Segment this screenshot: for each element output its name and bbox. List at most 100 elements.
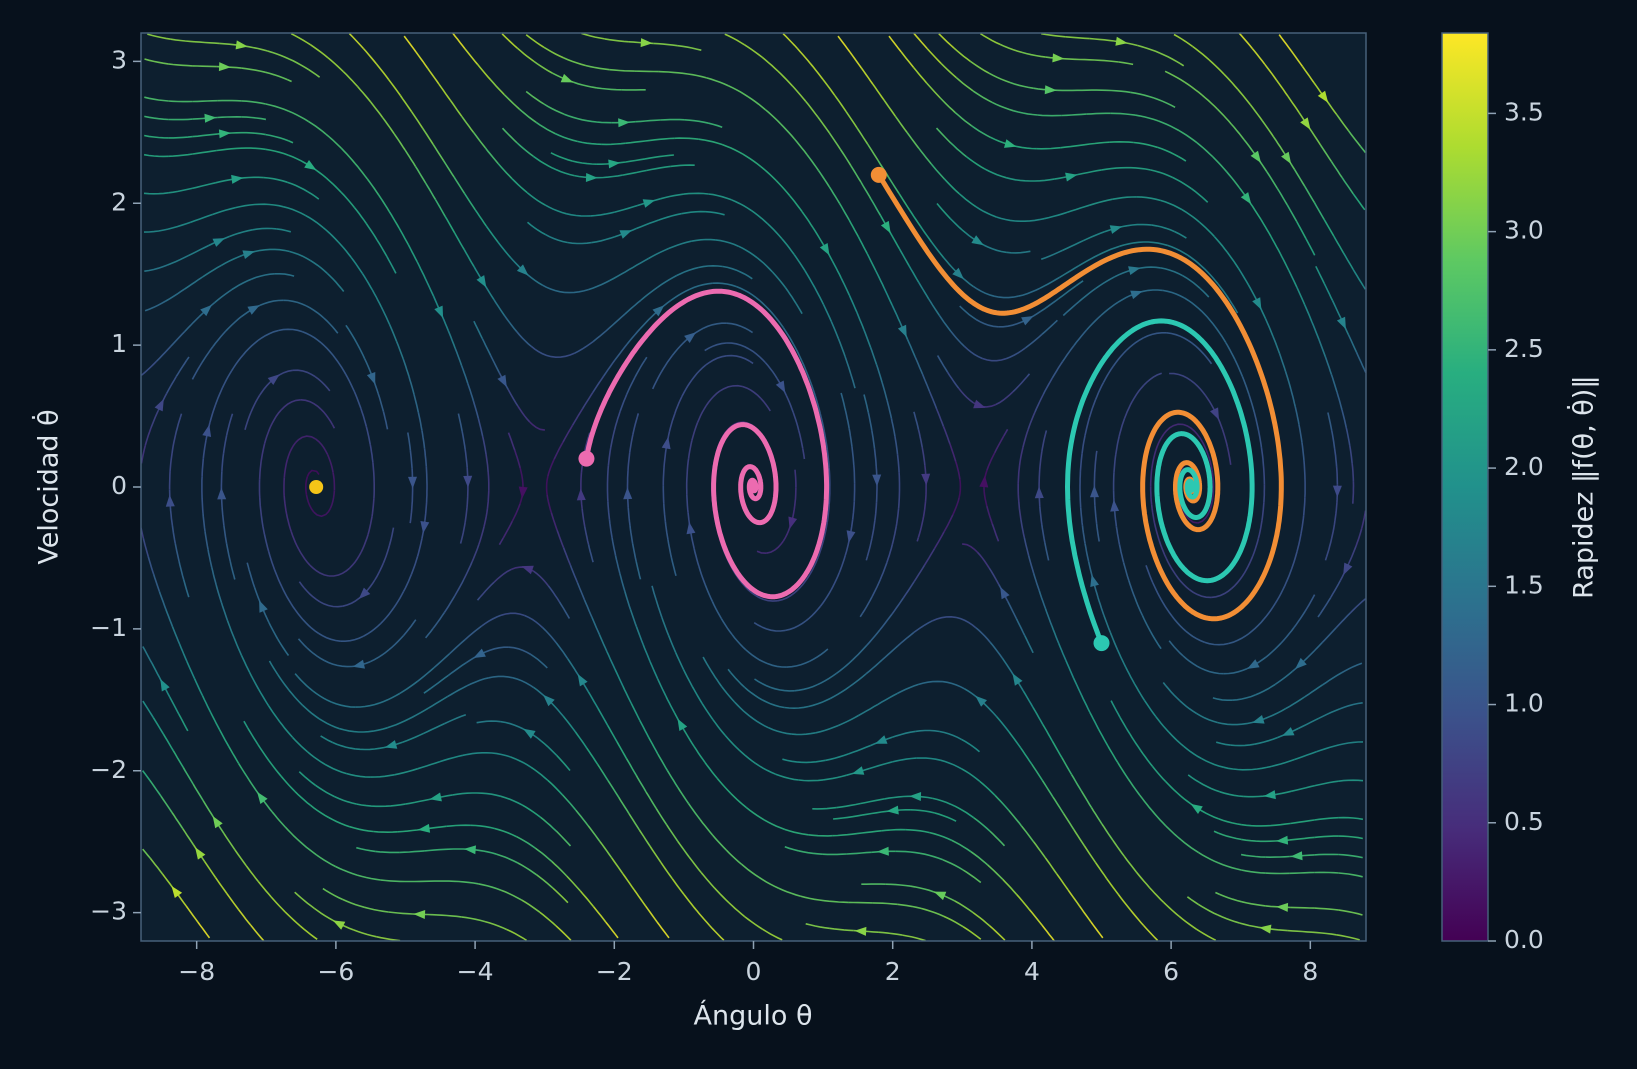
streamline-segment — [1325, 538, 1333, 557]
streamline-segment — [883, 99, 897, 117]
streamline-segment — [667, 539, 673, 559]
streamline-segment — [449, 638, 466, 655]
streamline-segment — [290, 531, 300, 550]
streamline-segment — [1097, 245, 1120, 256]
streamline-segment — [738, 749, 757, 765]
streamline-segment — [1160, 267, 1184, 277]
streamline-segment — [793, 138, 808, 155]
streamline-segment — [1090, 807, 1103, 825]
streamline-segment — [661, 617, 670, 636]
streamline-segment — [410, 111, 424, 129]
streamline-segment — [1030, 178, 1055, 182]
streamline — [143, 174, 320, 200]
streamline-segment — [1260, 447, 1265, 467]
streamline-segment — [837, 814, 863, 820]
streamline-segment — [1241, 869, 1266, 874]
streamline-segment — [872, 902, 898, 906]
colorbar-tick-label: 1.5 — [1504, 570, 1544, 599]
streamline — [1169, 372, 1232, 465]
streamline-segment — [452, 792, 477, 796]
streamline-segment — [943, 514, 954, 533]
streamline-segment — [281, 586, 292, 605]
streamline-segment — [736, 285, 757, 299]
streamline-segment — [995, 715, 1010, 733]
streamline-segment — [955, 616, 977, 629]
streamline-segment — [550, 152, 573, 162]
streamline-segment — [808, 834, 833, 837]
streamline-segment — [237, 909, 252, 926]
streamline-segment — [686, 494, 689, 513]
streamline-segment — [729, 671, 746, 688]
streamline-segment — [780, 123, 796, 140]
streamline — [805, 923, 926, 941]
streamline-segment — [432, 612, 446, 629]
streamline-segment — [545, 233, 568, 244]
streamline-segment — [1175, 574, 1191, 591]
streamline-segment — [179, 413, 183, 418]
streamline-segment — [555, 830, 572, 847]
streamline-segment — [1041, 779, 1054, 798]
streamline-arrow — [619, 230, 632, 239]
streamline-segment — [297, 894, 315, 910]
streamline — [1110, 700, 1364, 827]
streamline-segment — [543, 103, 565, 115]
streamline-segment — [1015, 618, 1026, 637]
streamline-segment — [744, 686, 763, 701]
streamline-arrow — [877, 846, 889, 856]
streamline-segment — [873, 448, 877, 467]
streamline-segment — [839, 148, 852, 167]
streamline-segment — [853, 464, 856, 484]
streamline-segment — [267, 705, 281, 723]
streamline-segment — [649, 661, 659, 680]
streamline-segment — [1160, 199, 1183, 211]
streamline-segment — [356, 846, 376, 853]
streamline-segment — [625, 139, 651, 144]
streamline-segment — [1168, 640, 1184, 657]
streamline — [935, 127, 1209, 203]
streamline-segment — [399, 680, 419, 695]
streamline — [724, 33, 1058, 362]
streamline-segment — [592, 375, 605, 393]
streamline — [550, 152, 674, 169]
streamline-segment — [243, 720, 249, 729]
streamline-segment — [877, 692, 898, 706]
streamline-segment — [1151, 810, 1167, 827]
streamline-segment — [1272, 136, 1285, 154]
streamline — [473, 320, 546, 431]
streamline-segment — [1330, 374, 1338, 393]
streamline-segment — [963, 345, 983, 360]
streamline-segment — [1251, 47, 1266, 65]
streamline-segment — [365, 426, 371, 445]
streamline-segment — [761, 626, 786, 632]
streamline-segment — [923, 548, 936, 566]
streamline-segment — [1247, 284, 1259, 303]
streamline-segment — [1155, 716, 1170, 733]
streamline-segment — [486, 490, 490, 509]
streamline-segment — [260, 515, 266, 535]
streamline-segment — [257, 743, 270, 762]
streamline — [888, 35, 1187, 162]
streamline-segment — [369, 649, 390, 663]
streamline-segment — [1117, 762, 1129, 780]
streamline-arrow — [516, 264, 529, 276]
streamline — [141, 356, 190, 464]
streamline-segment — [875, 484, 878, 503]
streamline-segment — [1078, 254, 1099, 267]
streamline-segment — [562, 547, 572, 566]
streamline-segment — [789, 195, 803, 212]
streamline-segment — [742, 153, 762, 168]
streamline-segment — [699, 819, 714, 836]
streamline-segment — [331, 701, 356, 708]
streamline-segment — [1355, 351, 1365, 370]
streamline-segment — [770, 686, 795, 692]
streamline-segment — [597, 707, 609, 726]
streamline-segment — [1287, 269, 1298, 288]
streamline-segment — [501, 127, 518, 144]
streamline-segment — [493, 299, 506, 317]
streamline-segment — [828, 467, 831, 486]
streamline-segment — [728, 902, 746, 918]
streamline-arrow — [217, 487, 227, 500]
streamline-segment — [1018, 447, 1024, 466]
streamline-segment — [962, 926, 982, 940]
streamline — [1212, 598, 1366, 702]
